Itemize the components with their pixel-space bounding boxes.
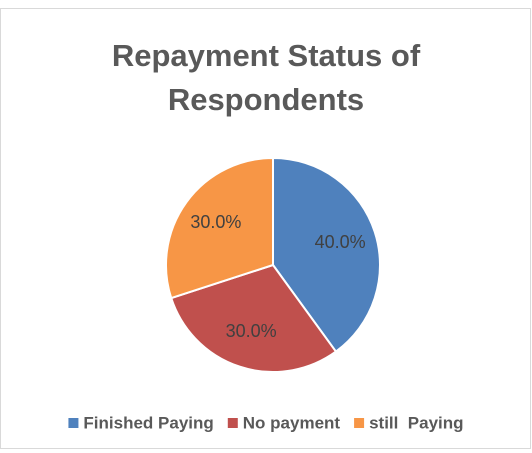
chart-border <box>0 8 531 449</box>
legend-swatch <box>354 418 365 428</box>
legend-label: Finished Paying <box>83 413 213 432</box>
pie-slice <box>169 263 338 373</box>
data-label: 30.0% <box>190 212 241 232</box>
legend-label: No payment <box>243 413 341 432</box>
legend-swatch <box>68 418 79 428</box>
data-label: 30.0% <box>226 321 277 341</box>
pie-slice <box>272 156 381 353</box>
pie-slice <box>165 156 274 300</box>
data-label: 40.0% <box>315 232 366 252</box>
chart-title: Repayment Status of Respondents <box>111 38 421 117</box>
legend-label: still Paying <box>369 413 463 432</box>
legend-swatch <box>227 418 238 428</box>
